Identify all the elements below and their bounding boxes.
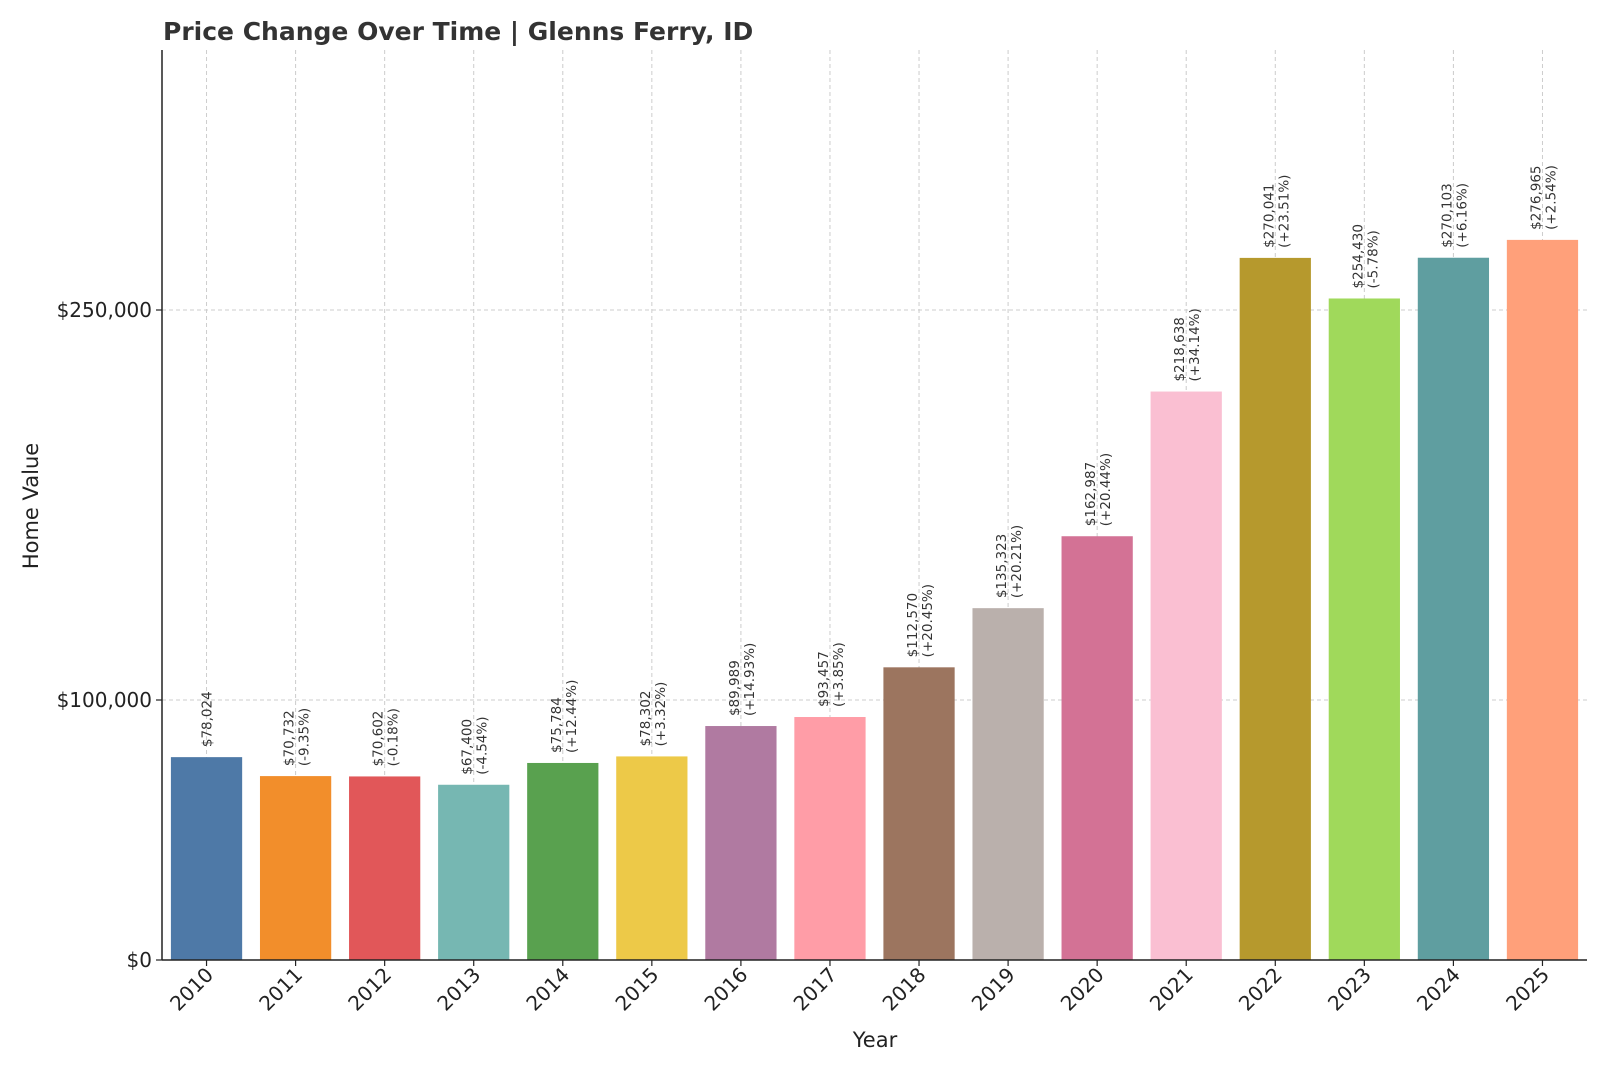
x-tick-label: 2017 — [789, 963, 842, 1016]
change-label: (+2.54%) — [1543, 165, 1559, 230]
data-label-2014: $75,784 (+12.44%) — [549, 680, 580, 753]
bar-2011 — [259, 776, 332, 960]
chart-title: Price Change Over Time | Glenns Ferry, I… — [163, 17, 753, 46]
value-label: $67,400 — [460, 719, 476, 775]
value-label: $162,987 — [1083, 462, 1099, 526]
value-label: $276,965 — [1528, 165, 1544, 229]
change-label: (-5.78%) — [1365, 230, 1381, 288]
value-label: $270,103 — [1439, 183, 1455, 247]
y-tick-label: $100,000 — [57, 688, 152, 712]
bar-2017 — [794, 717, 866, 960]
bar-2019 — [972, 608, 1044, 960]
change-label: (+3.32%) — [653, 682, 669, 747]
y-tick-layer: $0 $100,000 $250,000 — [57, 298, 162, 972]
data-label-2011: $70,732 (-9.35%) — [282, 708, 313, 766]
data-label-2021: $218,638 (+34.14%) — [1172, 308, 1203, 381]
x-tick-layer: 2010 2011 2012 2013 2014 2015 2016 2017 2018 2019… — [165, 960, 1554, 1016]
data-label-2024: $270,103 (+6.16%) — [1439, 183, 1470, 248]
x-tick-label: 2015 — [610, 963, 663, 1016]
x-tick-label: 2022 — [1234, 963, 1287, 1016]
data-label-2013: $67,400 (-4.54%) — [460, 716, 491, 774]
data-label-2025: $276,965 (+2.54%) — [1528, 165, 1559, 230]
x-tick-label: 2010 — [165, 963, 218, 1016]
value-label: $135,323 — [994, 534, 1010, 598]
x-tick-label: 2021 — [1145, 963, 1198, 1016]
x-tick-label: 2012 — [343, 963, 396, 1016]
x-tick-label: 2024 — [1412, 963, 1465, 1016]
change-label: (-0.18%) — [386, 708, 402, 766]
data-label-2012: $70,602 (-0.18%) — [371, 708, 402, 766]
bar-2021 — [1150, 391, 1222, 960]
x-tick-label: 2019 — [967, 963, 1020, 1016]
value-label: $270,041 — [1261, 183, 1277, 247]
data-label-2019: $135,323 (+20.21%) — [994, 525, 1025, 598]
value-label: $78,024 — [200, 691, 216, 747]
data-label-2020: $162,987 (+20.44%) — [1083, 453, 1114, 526]
y-axis-label: Home Value — [19, 443, 43, 569]
change-label: (+12.44%) — [564, 680, 580, 753]
value-label: $112,570 — [905, 593, 921, 657]
change-label: (+20.21%) — [1009, 525, 1025, 598]
bar-2014 — [527, 762, 599, 960]
change-label: (+6.16%) — [1454, 183, 1470, 248]
value-label: $70,602 — [371, 711, 387, 767]
bar-2024 — [1417, 257, 1490, 961]
value-label: $89,989 — [727, 660, 743, 716]
value-label: $70,732 — [282, 710, 298, 766]
change-label: (+3.85%) — [831, 642, 847, 707]
change-label: (-9.35%) — [297, 708, 313, 766]
change-label: (+14.93%) — [742, 643, 758, 716]
x-axis-label: Year — [852, 1028, 898, 1052]
bar-2023 — [1328, 298, 1400, 960]
data-label-2010: $78,024 — [200, 691, 216, 747]
x-tick-label: 2018 — [878, 963, 931, 1016]
x-tick-label: 2014 — [521, 963, 574, 1016]
data-label-layer: $78,024 $70,732 (-9.35%) $70,602 (-0.18%) $67… — [200, 165, 1560, 775]
change-label: (+20.44%) — [1098, 453, 1114, 526]
x-tick-label: 2025 — [1501, 963, 1554, 1016]
y-tick-label: $0 — [127, 948, 152, 972]
change-label: (+20.45%) — [920, 584, 936, 657]
data-label-2015: $78,302 (+3.32%) — [638, 682, 669, 747]
bar-2025 — [1506, 239, 1579, 961]
change-label: (+23.51%) — [1276, 175, 1292, 248]
bar-layer — [170, 239, 1579, 961]
x-tick-label: 2016 — [699, 963, 752, 1016]
bar-2013 — [438, 784, 510, 960]
bar-2022 — [1239, 257, 1311, 960]
y-tick-label: $250,000 — [57, 298, 152, 322]
x-tick-label: 2013 — [432, 963, 485, 1016]
data-label-2016: $89,989 (+14.93%) — [727, 643, 758, 716]
value-label: $218,638 — [1172, 317, 1188, 381]
bar-2010 — [170, 757, 243, 960]
data-label-2017: $93,457 (+3.85%) — [816, 642, 847, 707]
value-label: $78,302 — [638, 691, 654, 747]
bar-2015 — [616, 756, 688, 960]
bar-2012 — [349, 776, 421, 960]
value-label: $75,784 — [549, 697, 565, 753]
x-tick-label: 2020 — [1056, 963, 1109, 1016]
bar-2020 — [1061, 536, 1133, 960]
data-label-2018: $112,570 (+20.45%) — [905, 584, 936, 657]
value-label: $93,457 — [816, 651, 832, 707]
change-label: (-4.54%) — [475, 716, 491, 774]
x-tick-label: 2011 — [254, 963, 307, 1016]
change-label: (+34.14%) — [1187, 308, 1203, 381]
bar-2016 — [705, 726, 777, 960]
data-label-2023: $254,430 (-5.78%) — [1350, 224, 1381, 288]
bar-2018 — [883, 667, 955, 960]
x-tick-label: 2023 — [1323, 963, 1376, 1016]
value-label: $254,430 — [1350, 224, 1366, 288]
data-label-2022: $270,041 (+23.51%) — [1261, 175, 1292, 248]
